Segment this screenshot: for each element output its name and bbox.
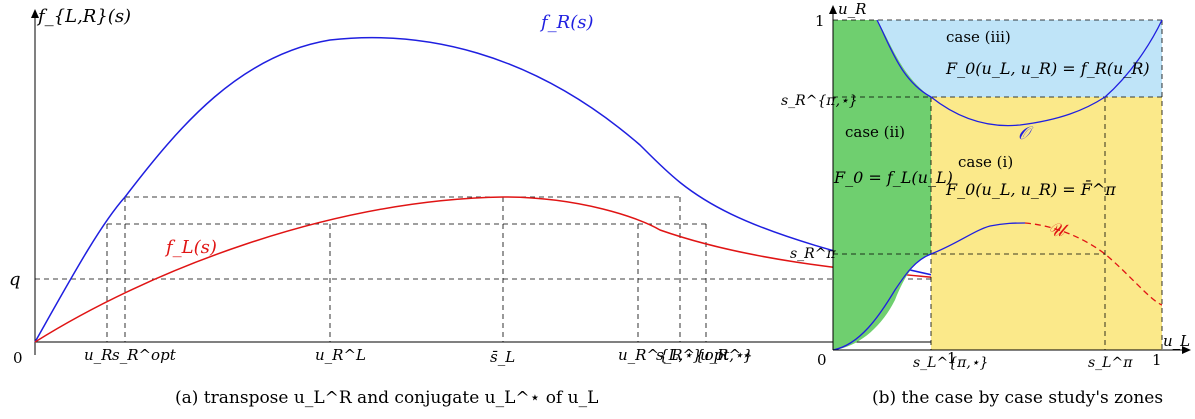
x-tick-right: s_L^π (1088, 355, 1133, 371)
zone-case-ii (833, 20, 931, 350)
right-caption: (b) the case by case study's zones (872, 388, 1163, 408)
case-ii-label: case (ii) (845, 123, 905, 141)
case-iii-label: case (iii) (946, 28, 1011, 46)
tick-uRstar: u_R^⋆ (700, 346, 750, 364)
right-zero: 0 (817, 351, 827, 369)
curve-fR-label: f_R(s) (539, 12, 594, 33)
x-tick-left: s_L^{π,⋆} (913, 355, 988, 371)
right-x-axis-label: u_L (1163, 332, 1190, 350)
y-tick-top: s_R^{π,⋆} (781, 93, 858, 109)
curve-O (876, 19, 1163, 127)
tick-uRL: u_R^L (315, 346, 366, 364)
left-dashed-guides (35, 196, 952, 342)
case-i-eq: F_0(u_L, u_R) = F̄^π (945, 178, 1116, 199)
left-tick-labels: 0 1 u_R s_R^opt u_R^L s̄_L u_R^{L,⋆} s_R… (13, 346, 957, 367)
tick-sRoptstar: s_R^{opt,⋆} (656, 346, 753, 364)
right-x-one: 1 (1152, 351, 1162, 369)
tick-one: 1 (947, 349, 957, 367)
tick-sbarL: s̄_L (490, 348, 515, 366)
left-y-axis-label: f_{L,R}(s) (36, 6, 131, 27)
left-panel: f_{L,R}(s) s f_R(s) f_L(s) q 0 1 u_R s_R… (9, 6, 981, 408)
zone-case-i (931, 97, 1162, 350)
left-caption: (a) transpose u_L^R and conjugate u_L^⋆ … (175, 388, 598, 408)
right-panel: u_R u_L 0 1 1 case (iii) F_0(u_L, u_R) =… (781, 0, 1191, 408)
right-y-one: 1 (815, 12, 825, 30)
tick-uRLstar: u_R^{L,⋆} (618, 346, 702, 364)
U-label: 𝒰 (1048, 220, 1069, 241)
curve-fL (34, 196, 952, 343)
zone-case-iii-lower (877, 20, 1162, 97)
right-dashed-guides (833, 19, 1163, 350)
curve-U (1024, 222, 1163, 306)
curve-fL-label: f_L(s) (164, 237, 217, 258)
case-ii-eq: F_0 = f_L(u_L) (833, 168, 953, 187)
q-label: q (9, 269, 21, 290)
case-iii-eq: F_0(u_L, u_R) = f_R(u_R) (945, 59, 1150, 78)
tick-zero: 0 (13, 349, 23, 367)
case-i-label: case (i) (958, 153, 1013, 171)
y-tick-bottom: s_R^π (790, 246, 836, 262)
tick-uR: u_R (84, 346, 112, 364)
curve-lower (832, 222, 1026, 351)
curve-fR (34, 36, 952, 343)
tick-sRopt: s_R^opt (112, 346, 177, 364)
right-y-axis-label: u_R (838, 0, 866, 18)
